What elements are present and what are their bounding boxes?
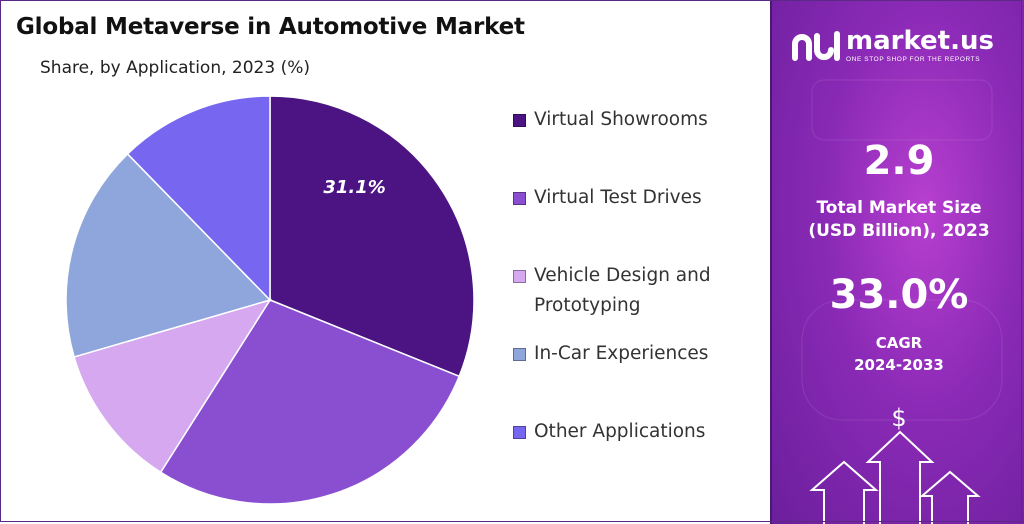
legend-swatch [513, 114, 526, 127]
cagr-label: CAGR [875, 334, 923, 352]
legend-label: Vehicle Design and Prototyping [534, 265, 711, 316]
legend-label: Virtual Test Drives [534, 187, 702, 208]
legend-swatch [513, 348, 526, 361]
market-size-label-line1: Total Market Size [816, 198, 982, 218]
market-size-label-line2: (USD Billion), 2023 [808, 221, 990, 241]
brand-logo: market.us ONE STOP SHOP FOR THE REPORTS [790, 28, 994, 63]
brand-tagline: ONE STOP SHOP FOR THE REPORTS [846, 56, 981, 63]
legend-item: Other Applications [513, 420, 744, 447]
legend-swatch [513, 192, 526, 205]
dollar-icon: $ [891, 404, 907, 432]
legend-swatch [513, 270, 526, 283]
growth-arrows-icon [809, 430, 981, 524]
legend-swatch [513, 426, 526, 439]
pie-slice-virtual-test-drives [159, 299, 461, 505]
legend-item: In-Car Experiences [513, 342, 744, 369]
legend-item: Vehicle Design and Prototyping [513, 264, 744, 321]
legend-item: Virtual Test Drives [513, 186, 744, 213]
brand-name: market.us [846, 26, 994, 56]
legend-label: Virtual Showrooms [534, 109, 708, 130]
pie-slice-other-applications [126, 95, 271, 302]
data-label: 31.1% [323, 177, 385, 198]
legend-label: Other Applications [534, 421, 706, 442]
pie-slice-in-car-experiences [65, 152, 272, 358]
cagr-period: 2024-2033 [854, 356, 944, 374]
cagr-value: 33.0% [829, 272, 969, 318]
chart-title: Global Metaverse in Automotive Market [16, 14, 525, 40]
legend-label: In-Car Experiences [534, 343, 709, 364]
chart-panel: Global Metaverse in Automotive Market Sh… [16, 14, 744, 505]
stats-panel: market.us ONE STOP SHOP FOR THE REPORTS … [770, 0, 1024, 524]
chart-subtitle: Share, by Application, 2023 (%) [40, 58, 310, 78]
legend-item: Virtual Showrooms [513, 108, 744, 135]
pie-chart: 31.1% [65, 95, 475, 505]
market-size-value: 2.9 [863, 138, 935, 184]
pie-slice-virtual-showrooms [269, 95, 475, 378]
market-us-logo-icon [792, 30, 840, 61]
panel-decoration [801, 79, 1003, 524]
